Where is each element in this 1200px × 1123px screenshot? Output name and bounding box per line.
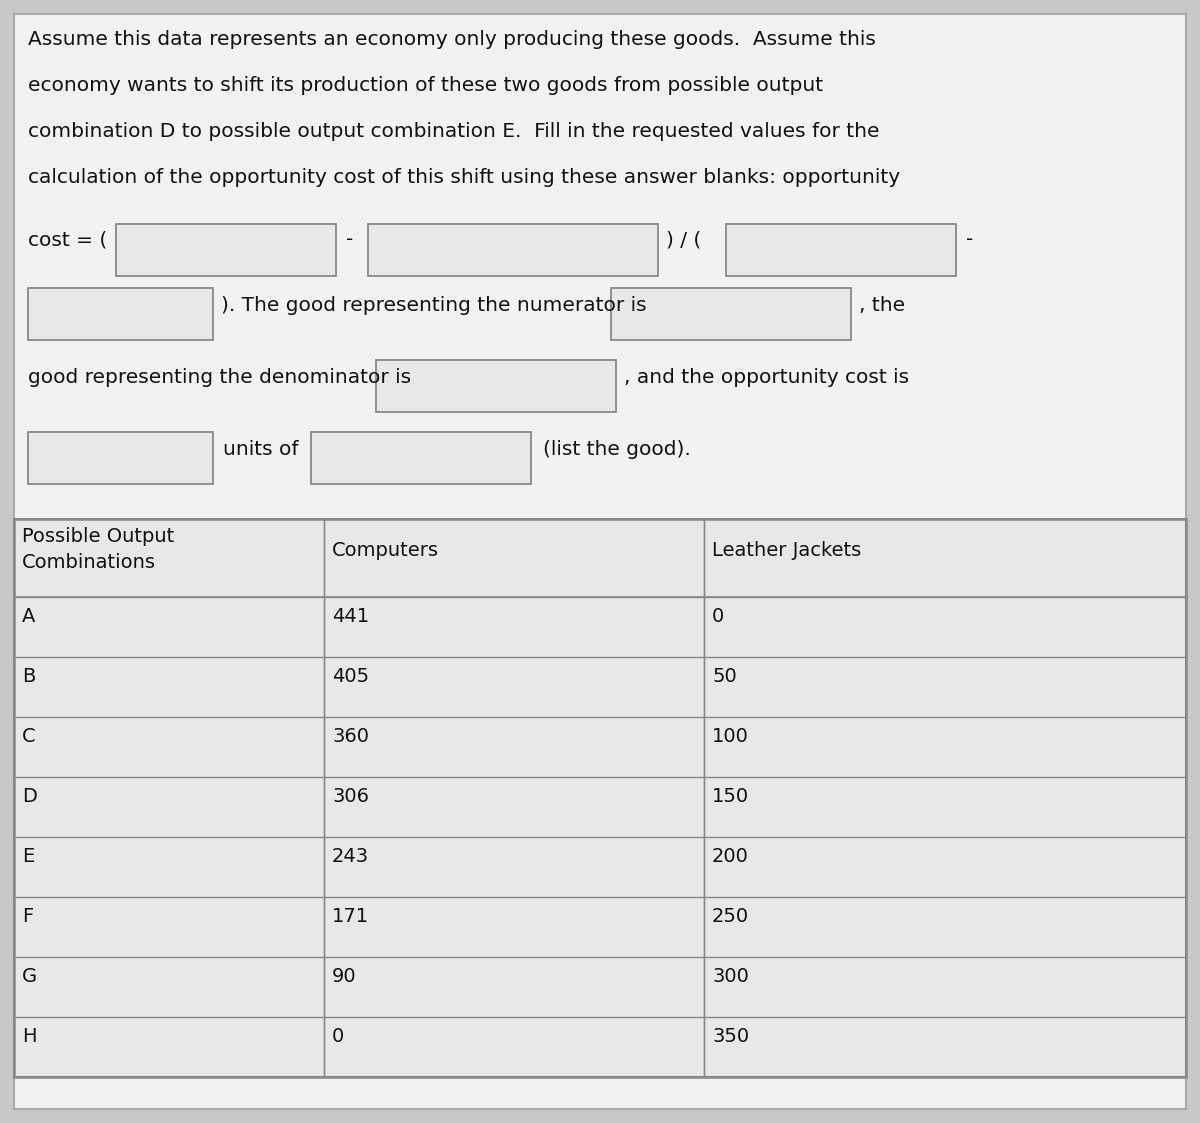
Text: economy wants to shift its production of these two goods from possible output: economy wants to shift its production of… <box>28 76 823 95</box>
Text: 243: 243 <box>332 847 370 866</box>
Bar <box>28 432 214 484</box>
Text: A: A <box>22 608 35 626</box>
Text: H: H <box>22 1028 36 1046</box>
Text: D: D <box>22 787 37 806</box>
Text: Assume this data represents an economy only producing these goods.  Assume this: Assume this data represents an economy o… <box>28 30 876 49</box>
Text: 250: 250 <box>712 907 749 926</box>
Bar <box>368 223 658 276</box>
Text: B: B <box>22 667 35 686</box>
Text: units of: units of <box>223 440 299 459</box>
Text: (list the good).: (list the good). <box>542 440 691 459</box>
Text: G: G <box>22 967 37 986</box>
Text: Computers: Computers <box>332 541 439 560</box>
Text: Possible Output
Combinations: Possible Output Combinations <box>22 527 174 573</box>
Text: 0: 0 <box>332 1028 344 1046</box>
Text: 200: 200 <box>712 847 749 866</box>
Text: 171: 171 <box>332 907 370 926</box>
Text: ). The good representing the numerator is: ). The good representing the numerator i… <box>221 296 647 314</box>
Text: -: - <box>966 230 973 249</box>
Text: 100: 100 <box>712 727 749 746</box>
Bar <box>28 287 214 340</box>
Text: -: - <box>346 230 353 249</box>
Text: 50: 50 <box>712 667 737 686</box>
Bar <box>116 223 336 276</box>
Text: C: C <box>22 727 36 746</box>
Bar <box>311 432 530 484</box>
Text: ) / (: ) / ( <box>666 230 701 249</box>
Bar <box>611 287 851 340</box>
Bar <box>14 519 1186 1077</box>
Text: 360: 360 <box>332 727 370 746</box>
Text: 405: 405 <box>332 667 370 686</box>
Bar <box>376 360 616 412</box>
Text: , and the opportunity cost is: , and the opportunity cost is <box>624 368 910 387</box>
Text: , the: , the <box>859 296 905 314</box>
Text: 306: 306 <box>332 787 370 806</box>
Text: 300: 300 <box>712 967 749 986</box>
Text: 441: 441 <box>332 608 370 626</box>
Bar <box>14 519 1186 1077</box>
Text: 150: 150 <box>712 787 749 806</box>
Text: calculation of the opportunity cost of this shift using these answer blanks: opp: calculation of the opportunity cost of t… <box>28 168 900 188</box>
Bar <box>726 223 956 276</box>
Text: E: E <box>22 847 35 866</box>
Text: combination D to possible output combination E.  Fill in the requested values fo: combination D to possible output combina… <box>28 122 880 141</box>
Text: cost = (: cost = ( <box>28 230 107 249</box>
Text: 0: 0 <box>712 608 725 626</box>
Text: F: F <box>22 907 34 926</box>
Text: 90: 90 <box>332 967 356 986</box>
Text: Leather Jackets: Leather Jackets <box>712 541 862 560</box>
Text: good representing the denominator is: good representing the denominator is <box>28 368 412 387</box>
Text: 350: 350 <box>712 1028 749 1046</box>
